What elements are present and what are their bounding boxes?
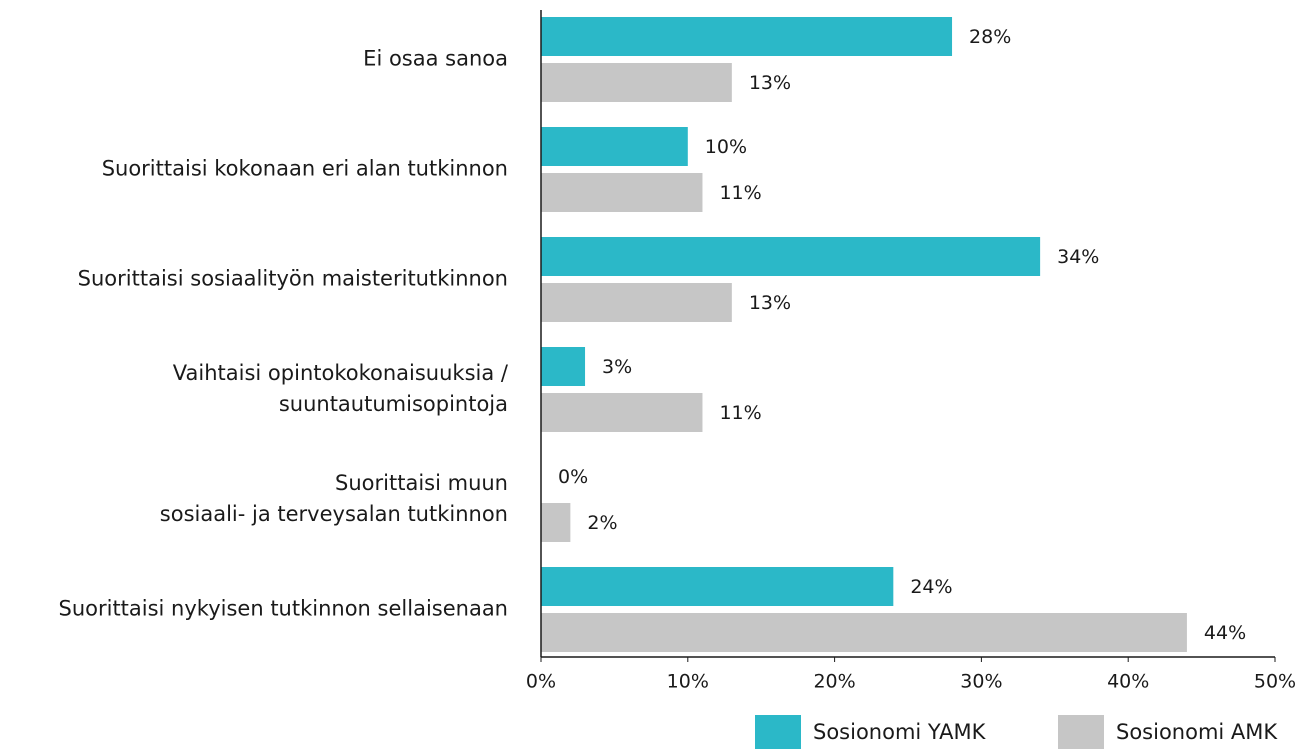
bar <box>541 63 732 102</box>
legend-label: Sosionomi YAMK <box>813 720 987 744</box>
bar <box>541 237 1041 276</box>
category-label: Suorittaisi sosiaalityön maisteritutkinn… <box>77 266 508 291</box>
category-label: Suorittaisi muun sosiaali- ja terveysala… <box>159 471 508 526</box>
bar <box>541 503 571 542</box>
bar <box>541 17 953 56</box>
bar <box>541 393 703 432</box>
value-label: 44% <box>1204 622 1246 644</box>
legend-swatch <box>755 715 801 749</box>
value-label: 2% <box>587 512 617 534</box>
x-tick-label: 40% <box>1107 671 1149 693</box>
value-label: 3% <box>602 356 632 378</box>
legend-label: Sosionomi AMK <box>1116 720 1278 744</box>
value-label: 28% <box>969 26 1011 48</box>
value-label: 11% <box>719 402 761 424</box>
bar <box>541 173 703 212</box>
legend-swatch <box>1058 715 1104 749</box>
category-label: Vaihtaisi opintokokonaisuuksia / suuntau… <box>172 361 508 416</box>
x-tick-label: 20% <box>813 671 855 693</box>
value-label: 13% <box>749 292 791 314</box>
x-tick-label: 10% <box>667 671 709 693</box>
value-label: 0% <box>558 466 588 488</box>
bar <box>541 347 586 386</box>
bar <box>541 127 688 166</box>
category-label: Suorittaisi nykyisen tutkinnon sellaisen… <box>58 596 508 621</box>
x-tick-label: 50% <box>1254 671 1296 693</box>
bar <box>541 567 894 606</box>
bar <box>541 283 732 322</box>
value-label: 11% <box>719 182 761 204</box>
category-label: Ei osaa sanoa <box>363 46 508 71</box>
value-label: 13% <box>749 72 791 94</box>
x-tick-label: 30% <box>960 671 1002 693</box>
x-tick-label: 0% <box>526 671 556 693</box>
category-label: Suorittaisi kokonaan eri alan tutkinnon <box>101 156 508 181</box>
value-label: 10% <box>705 136 747 158</box>
bar <box>541 613 1187 652</box>
value-label: 24% <box>910 576 952 598</box>
value-label: 34% <box>1057 246 1099 268</box>
